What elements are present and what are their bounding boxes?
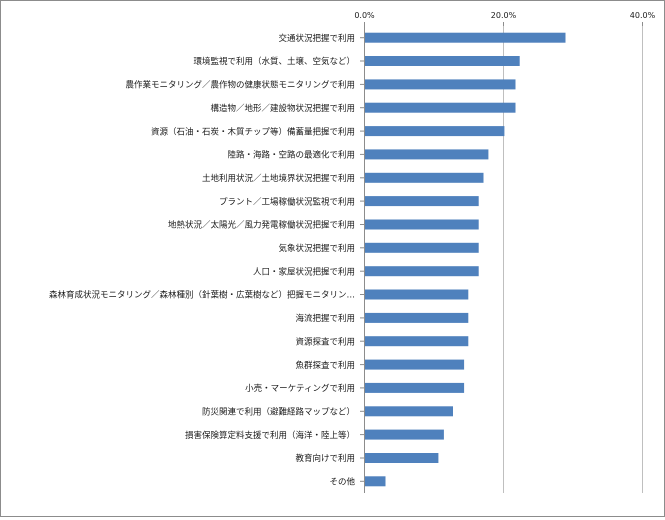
bar <box>364 359 465 370</box>
category-label: 土地利用状況／土地境界状況把握で利用 <box>202 173 355 184</box>
gridlines <box>364 26 643 493</box>
bar <box>364 102 516 113</box>
bar <box>364 149 489 160</box>
x-tick-label: 40.0% <box>630 11 656 20</box>
x-tick-label: 0.0% <box>354 11 375 20</box>
bar <box>364 429 444 440</box>
bar <box>364 289 469 300</box>
bar <box>364 406 453 417</box>
bar <box>364 453 439 463</box>
category-label: 損害保険算定料支援で利用（海洋・陸上等） <box>185 430 355 441</box>
category-label: 教育向けで利用 <box>295 453 355 464</box>
category-label: 小売・マーケティングで利用 <box>245 383 355 394</box>
bar <box>364 79 516 90</box>
bar <box>364 312 469 323</box>
bar <box>364 266 479 277</box>
bar <box>364 56 520 66</box>
category-label: 農作業モニタリング／農作物の健康状態モニタリングで利用 <box>125 80 355 91</box>
bar <box>364 382 465 393</box>
category-label: 防災関連で利用（避難経路マップなど） <box>202 407 355 418</box>
category-label: 魚群探査で利用 <box>295 360 355 371</box>
bar <box>364 196 479 207</box>
bar <box>364 126 505 137</box>
category-label: 人口・家屋状況把握で利用 <box>253 266 355 277</box>
bars <box>364 32 566 487</box>
bar <box>364 219 479 230</box>
category-label: 資源（石油・石炭・木質チップ等）備蓄量把握で利用 <box>151 126 355 137</box>
x-tick-label: 20.0% <box>491 11 517 20</box>
category-label: 気象状況把握で利用 <box>278 243 355 254</box>
category-label: 交通状況把握で利用 <box>278 33 355 44</box>
x-axis-ticks: 0.0% 20.0% 40.0% <box>354 11 656 26</box>
category-label: 構造物／地形／建設物状況把握で利用 <box>210 103 355 114</box>
bar <box>364 242 479 253</box>
bar <box>364 476 386 487</box>
bar <box>364 32 566 43</box>
category-label: その他 <box>329 477 355 488</box>
bar <box>364 172 484 183</box>
category-label: 森林育成状況モニタリング／森林種別（針葉樹・広葉樹など）把握モニタリン… <box>49 290 355 301</box>
category-label: 環境監視で利用（水質、土壌、空気など） <box>193 56 355 67</box>
category-label: 陸路・海路・空路の最適化で利用 <box>227 150 355 161</box>
category-label: 資源探査で利用 <box>295 336 355 347</box>
category-label: プラント／工場稼働状況監視で利用 <box>219 196 355 207</box>
category-label: 海流把握で利用 <box>295 313 355 324</box>
bar <box>364 336 469 347</box>
category-label: 地熱状況／太陽光／風力発電稼働状況把握で利用 <box>168 220 355 231</box>
